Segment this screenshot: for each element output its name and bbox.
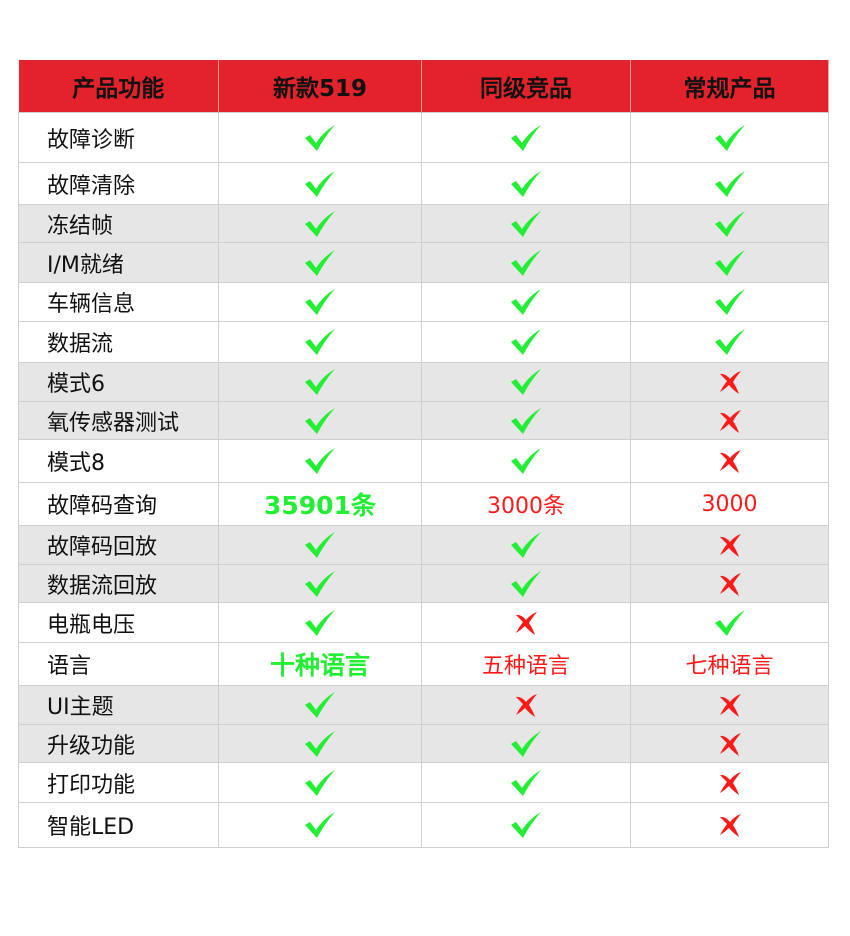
table-row: 故障诊断 <box>18 112 829 163</box>
check-icon <box>421 439 631 483</box>
cross-icon <box>630 762 829 803</box>
table-row: 语言 十种语言 五种语言 七种语言 <box>18 642 829 686</box>
cross-icon <box>630 362 829 402</box>
competitor-value: 3000条 <box>421 482 631 526</box>
comparison-table: 产品功能 新款519 同级竞品 常规产品 故障诊断 故障清除 冻结帧 I/M就绪 车辆信… <box>18 60 829 848</box>
table-row: 升级功能 <box>18 724 829 763</box>
cross-icon <box>630 525 829 565</box>
feature-label: 故障清除 <box>18 162 219 205</box>
check-icon <box>218 602 422 643</box>
cross-icon <box>630 401 829 440</box>
check-icon <box>421 564 631 603</box>
table-row: 氧传感器测试 <box>18 401 829 440</box>
table-row: 数据流回放 <box>18 564 829 603</box>
header-regular: 常规产品 <box>630 60 829 113</box>
check-icon <box>630 321 829 363</box>
feature-label: 模式6 <box>18 362 219 402</box>
check-icon <box>630 162 829 205</box>
new-519-value: 十种语言 <box>218 642 422 686</box>
check-icon <box>421 362 631 402</box>
check-icon <box>218 802 422 848</box>
check-icon <box>218 401 422 440</box>
table-row: 打印功能 <box>18 762 829 803</box>
feature-label: 数据流回放 <box>18 564 219 603</box>
check-icon <box>630 204 829 243</box>
check-icon <box>218 162 422 205</box>
check-icon <box>421 802 631 848</box>
feature-label: 打印功能 <box>18 762 219 803</box>
feature-label: 语言 <box>18 642 219 686</box>
header-competitor: 同级竞品 <box>421 60 631 113</box>
table-row: I/M就绪 <box>18 242 829 283</box>
table-row: 故障码查询 35901条 3000条 3000 <box>18 482 829 526</box>
check-icon <box>421 762 631 803</box>
check-icon <box>218 724 422 763</box>
check-icon <box>218 564 422 603</box>
feature-label: 故障码回放 <box>18 525 219 565</box>
feature-label: 模式8 <box>18 439 219 483</box>
table-row: 故障清除 <box>18 162 829 205</box>
competitor-value: 五种语言 <box>421 642 631 686</box>
check-icon <box>218 112 422 163</box>
feature-label: 智能LED <box>18 802 219 848</box>
check-icon <box>218 242 422 283</box>
table-row: 模式6 <box>18 362 829 402</box>
cross-icon <box>630 439 829 483</box>
check-icon <box>421 724 631 763</box>
check-icon <box>421 242 631 283</box>
check-icon <box>630 282 829 322</box>
table-row: 模式8 <box>18 439 829 483</box>
table-row: 车辆信息 <box>18 282 829 322</box>
check-icon <box>218 685 422 725</box>
check-icon <box>421 401 631 440</box>
table-row: UI主题 <box>18 685 829 725</box>
check-icon <box>630 602 829 643</box>
check-icon <box>218 321 422 363</box>
check-icon <box>421 282 631 322</box>
cross-icon <box>630 564 829 603</box>
feature-label: 电瓶电压 <box>18 602 219 643</box>
table-row: 冻结帧 <box>18 204 829 243</box>
table-row: 故障码回放 <box>18 525 829 565</box>
table-row: 电瓶电压 <box>18 602 829 643</box>
header-feature: 产品功能 <box>18 60 219 113</box>
check-icon <box>421 321 631 363</box>
cross-icon <box>421 685 631 725</box>
cross-icon <box>630 802 829 848</box>
table-row: 数据流 <box>18 321 829 363</box>
check-icon <box>421 204 631 243</box>
feature-label: 升级功能 <box>18 724 219 763</box>
header-new-519: 新款519 <box>218 60 422 113</box>
check-icon <box>218 204 422 243</box>
header-row: 产品功能 新款519 同级竞品 常规产品 <box>18 60 829 113</box>
feature-label: 数据流 <box>18 321 219 363</box>
regular-value: 3000 <box>630 482 829 526</box>
feature-label: 氧传感器测试 <box>18 401 219 440</box>
cross-icon <box>630 685 829 725</box>
feature-label: 故障码查询 <box>18 482 219 526</box>
feature-label: 车辆信息 <box>18 282 219 322</box>
feature-label: 故障诊断 <box>18 112 219 163</box>
check-icon <box>421 525 631 565</box>
cross-icon <box>421 602 631 643</box>
check-icon <box>421 112 631 163</box>
feature-label: 冻结帧 <box>18 204 219 243</box>
feature-label: UI主题 <box>18 685 219 725</box>
check-icon <box>218 762 422 803</box>
regular-value: 七种语言 <box>630 642 829 686</box>
check-icon <box>218 525 422 565</box>
table-row: 智能LED <box>18 802 829 848</box>
new-519-value: 35901条 <box>218 482 422 526</box>
check-icon <box>218 362 422 402</box>
feature-label: I/M就绪 <box>18 242 219 283</box>
check-icon <box>218 439 422 483</box>
check-icon <box>421 162 631 205</box>
check-icon <box>218 282 422 322</box>
check-icon <box>630 242 829 283</box>
check-icon <box>630 112 829 163</box>
cross-icon <box>630 724 829 763</box>
